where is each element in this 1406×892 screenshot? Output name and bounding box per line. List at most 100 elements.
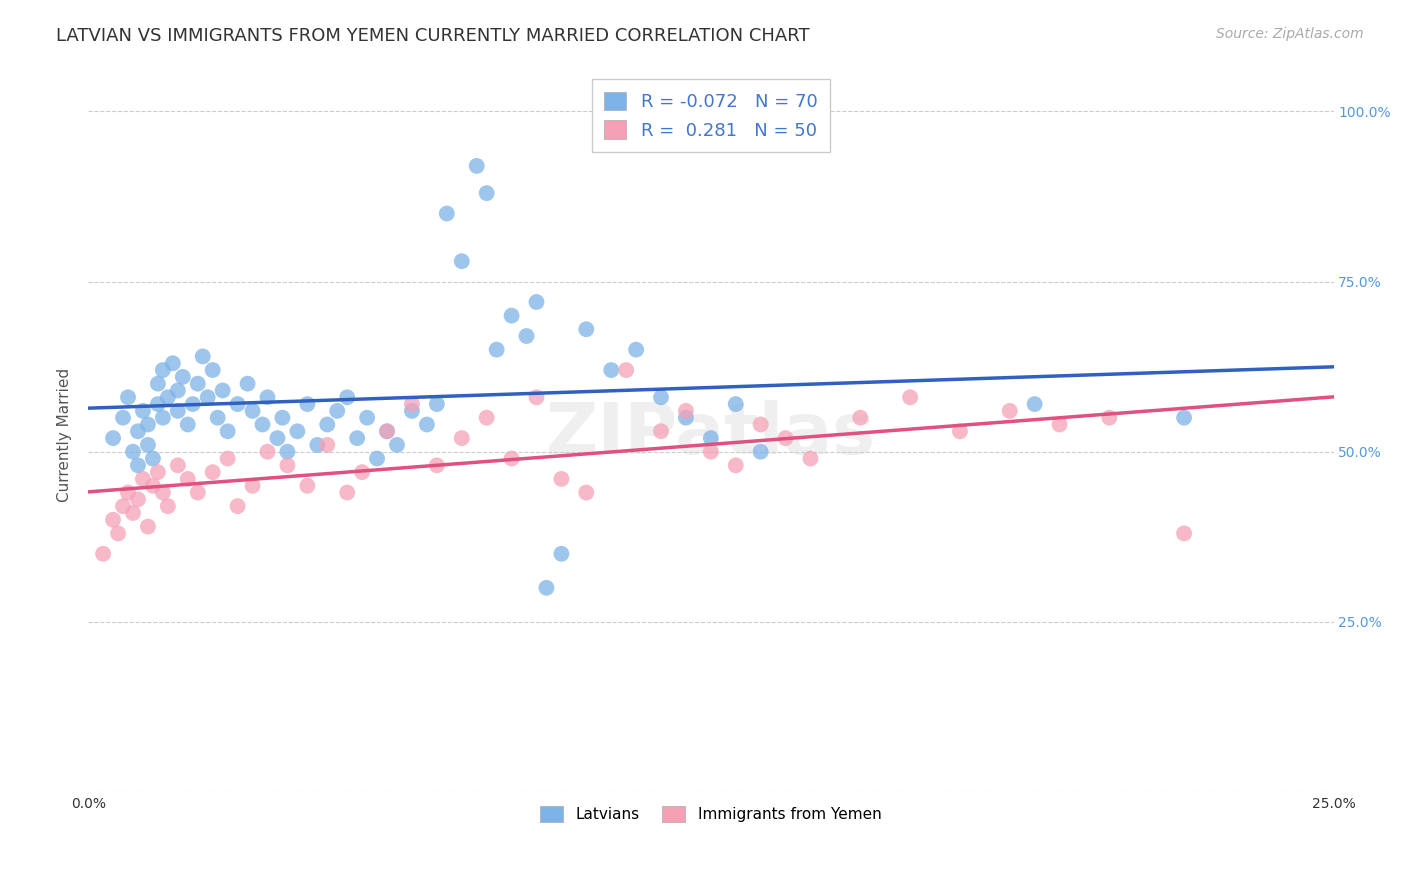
Point xyxy=(181,397,204,411)
Point xyxy=(156,390,179,404)
Point xyxy=(252,417,274,432)
Point xyxy=(501,451,523,466)
Point xyxy=(614,363,637,377)
Point xyxy=(316,417,339,432)
Point xyxy=(187,485,209,500)
Point xyxy=(465,159,488,173)
Point xyxy=(1173,526,1195,541)
Point xyxy=(316,438,339,452)
Point xyxy=(749,444,772,458)
Point xyxy=(152,363,174,377)
Point xyxy=(526,295,548,310)
Point xyxy=(675,404,697,418)
Point xyxy=(111,499,134,513)
Point xyxy=(142,451,165,466)
Point xyxy=(485,343,508,357)
Point xyxy=(450,254,472,268)
Point xyxy=(266,431,288,445)
Point xyxy=(127,425,149,439)
Point xyxy=(724,397,747,411)
Point xyxy=(849,410,872,425)
Point xyxy=(117,485,139,500)
Point xyxy=(166,404,188,418)
Point xyxy=(217,451,239,466)
Point xyxy=(352,465,374,479)
Point xyxy=(152,410,174,425)
Point xyxy=(898,390,921,404)
Point xyxy=(91,547,114,561)
Point xyxy=(600,363,623,377)
Point xyxy=(1098,410,1121,425)
Point xyxy=(107,526,129,541)
Point xyxy=(385,438,408,452)
Point xyxy=(307,438,329,452)
Point xyxy=(152,485,174,500)
Point xyxy=(336,485,359,500)
Point xyxy=(724,458,747,473)
Point xyxy=(236,376,259,391)
Point xyxy=(799,451,821,466)
Point xyxy=(146,397,169,411)
Point xyxy=(416,417,439,432)
Point xyxy=(136,519,159,533)
Point xyxy=(624,343,647,357)
Point xyxy=(211,384,233,398)
Point xyxy=(166,458,188,473)
Point xyxy=(201,465,224,479)
Point xyxy=(276,458,298,473)
Point xyxy=(436,206,458,220)
Point xyxy=(146,376,169,391)
Point xyxy=(650,425,672,439)
Point xyxy=(375,425,398,439)
Point xyxy=(515,329,537,343)
Point xyxy=(998,404,1021,418)
Point xyxy=(775,431,797,445)
Point xyxy=(287,425,309,439)
Point xyxy=(127,458,149,473)
Point xyxy=(166,384,188,398)
Point xyxy=(575,322,598,336)
Point xyxy=(450,431,472,445)
Point xyxy=(197,390,219,404)
Point xyxy=(475,410,498,425)
Point xyxy=(127,492,149,507)
Point xyxy=(111,410,134,425)
Point xyxy=(297,397,319,411)
Text: ZIPatlas: ZIPatlas xyxy=(546,401,876,469)
Point xyxy=(949,425,972,439)
Point xyxy=(226,499,249,513)
Point xyxy=(101,513,124,527)
Point xyxy=(475,186,498,201)
Point xyxy=(550,472,572,486)
Point xyxy=(501,309,523,323)
Point xyxy=(136,438,159,452)
Point xyxy=(122,506,145,520)
Point xyxy=(749,417,772,432)
Point xyxy=(132,404,155,418)
Point xyxy=(401,404,423,418)
Point xyxy=(650,390,672,404)
Point xyxy=(366,451,388,466)
Point xyxy=(122,444,145,458)
Point xyxy=(217,425,239,439)
Point xyxy=(336,390,359,404)
Point xyxy=(201,363,224,377)
Point xyxy=(136,417,159,432)
Point xyxy=(526,390,548,404)
Point xyxy=(356,410,378,425)
Point xyxy=(276,444,298,458)
Point xyxy=(177,472,200,486)
Point xyxy=(1024,397,1046,411)
Point xyxy=(132,472,155,486)
Point xyxy=(191,350,214,364)
Point xyxy=(575,485,598,500)
Point xyxy=(426,397,449,411)
Point xyxy=(550,547,572,561)
Point xyxy=(1173,410,1195,425)
Point xyxy=(177,417,200,432)
Point xyxy=(187,376,209,391)
Point xyxy=(142,479,165,493)
Point xyxy=(226,397,249,411)
Point xyxy=(207,410,229,425)
Point xyxy=(242,404,264,418)
